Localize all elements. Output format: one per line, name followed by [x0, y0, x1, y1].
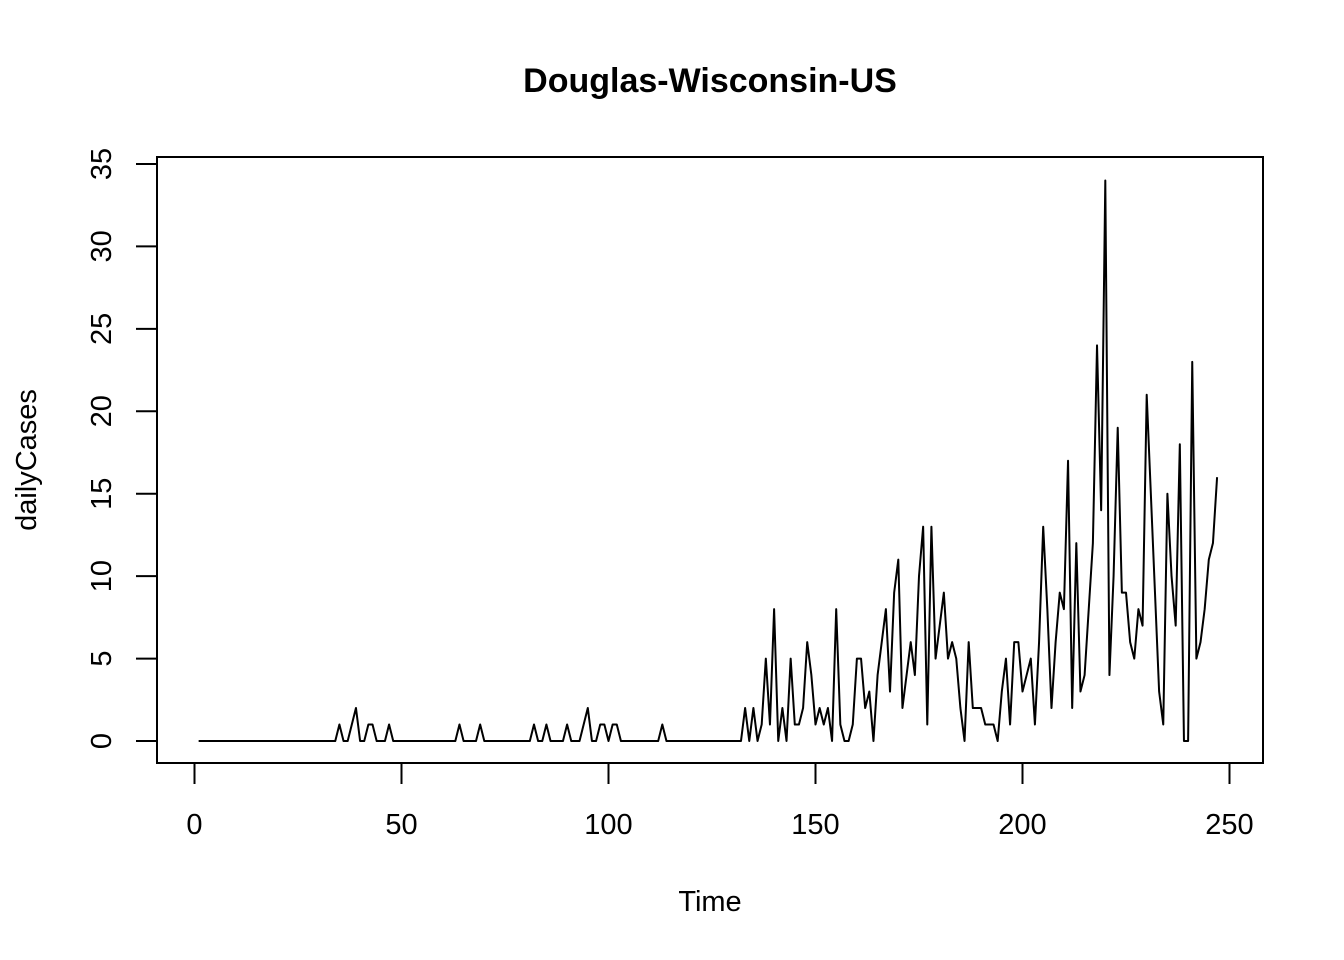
y-tick-label: 30 — [86, 230, 118, 262]
y-tick-label: 10 — [86, 560, 118, 592]
x-tick-label: 250 — [1205, 809, 1253, 841]
y-axis-label: dailyCases — [11, 389, 43, 531]
x-tick-label: 150 — [791, 809, 839, 841]
chart-title: Douglas-Wisconsin-US — [523, 62, 897, 100]
y-tick-label: 35 — [86, 148, 118, 180]
y-tick-label: 5 — [86, 651, 118, 667]
x-tick-label: 200 — [998, 809, 1046, 841]
y-axis: 0 5 10 15 20 25 30 35 — [86, 148, 158, 749]
x-tick-label: 0 — [186, 809, 202, 841]
series-line-dailyCases — [198, 179, 1219, 742]
x-tick-label: 100 — [584, 809, 632, 841]
y-tick-label: 25 — [86, 313, 118, 345]
y-tick-label: 0 — [86, 733, 118, 749]
plot-frame — [156, 156, 1264, 764]
x-axis-label: Time — [678, 886, 741, 918]
y-tick-label: 20 — [86, 395, 118, 427]
y-tick-label: 15 — [86, 478, 118, 510]
x-tick-label: 50 — [385, 809, 417, 841]
x-axis: 0 50 100 150 200 250 — [186, 762, 1254, 841]
